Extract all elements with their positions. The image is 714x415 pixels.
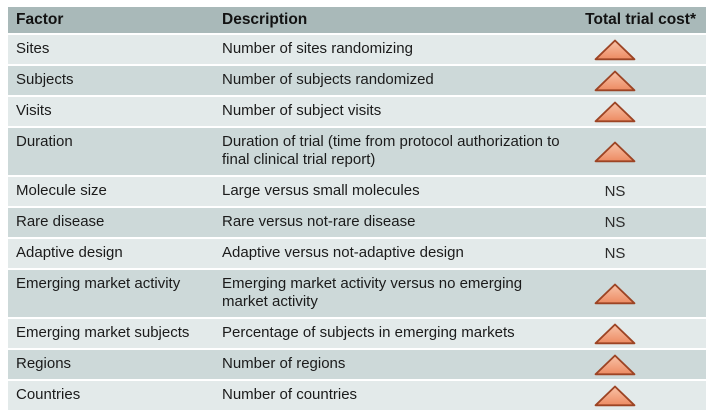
- table-row: Emerging market activity Emerging market…: [8, 270, 706, 317]
- not-significant-label: NS: [604, 182, 626, 200]
- column-header-factor: Factor: [16, 11, 64, 28]
- up-triangle-icon: [594, 101, 636, 122]
- factor-cell: Emerging market subjects: [16, 324, 190, 341]
- table-row: Molecule size Large versus small molecul…: [8, 177, 706, 206]
- factor-cell: Rare disease: [16, 213, 105, 230]
- factor-cell: Sites: [16, 40, 50, 57]
- cost-cell: NS: [572, 239, 706, 268]
- cost-cell: [572, 128, 706, 175]
- cost-cell: [572, 66, 706, 95]
- up-triangle-icon: [594, 70, 636, 91]
- description-cell: Duration of trial (time from protocol au…: [222, 133, 560, 168]
- description-cell: Number of subject visits: [222, 102, 382, 119]
- factor-cell: Subjects: [16, 71, 74, 88]
- table-row: Rare disease Rare versus not-rare diseas…: [8, 208, 706, 237]
- description-cell: Number of sites randomizing: [222, 40, 413, 57]
- factor-cell: Visits: [16, 102, 52, 119]
- factor-cell: Molecule size: [16, 182, 107, 199]
- table-row: Countries Number of countries: [8, 381, 706, 410]
- cost-cell: [572, 319, 706, 348]
- factor-cell: Countries: [16, 386, 81, 403]
- description-cell: Adaptive versus not-adaptive design: [222, 244, 464, 261]
- description-cell: Rare versus not-rare disease: [222, 213, 416, 230]
- up-triangle-icon: [594, 354, 636, 375]
- up-triangle-icon: [594, 323, 636, 344]
- table-row: Sites Number of sites randomizing: [8, 35, 706, 64]
- description-cell: Emerging market activity versus no emerg…: [222, 275, 523, 310]
- description-cell: Number of subjects randomized: [222, 71, 434, 88]
- cost-cell: [572, 350, 706, 379]
- table-row: Emerging market subjects Percentage of s…: [8, 319, 706, 348]
- column-header-total-trial-cost: Total trial cost*: [585, 11, 696, 28]
- cost-cell: NS: [572, 208, 706, 237]
- table-row: Visits Number of subject visits: [8, 97, 706, 126]
- trial-cost-factors-table: Factor Description Total trial cost* Sit…: [8, 7, 706, 412]
- description-cell: Number of countries: [222, 386, 358, 403]
- factor-cell: Emerging market activity: [16, 275, 181, 292]
- description-cell: Large versus small molecules: [222, 182, 420, 199]
- table-row: Subjects Number of subjects randomized: [8, 66, 706, 95]
- up-triangle-icon: [594, 39, 636, 60]
- cost-cell: [572, 35, 706, 64]
- cost-cell: [572, 270, 706, 317]
- column-header-description: Description: [222, 11, 308, 28]
- table-row: Regions Number of regions: [8, 350, 706, 379]
- cost-cell: [572, 97, 706, 126]
- cost-cell: [572, 381, 706, 410]
- table-row: Adaptive design Adaptive versus not-adap…: [8, 239, 706, 268]
- not-significant-label: NS: [604, 213, 626, 231]
- up-triangle-icon: [594, 283, 636, 304]
- factor-cell: Adaptive design: [16, 244, 123, 261]
- not-significant-label: NS: [604, 244, 626, 262]
- table-body: Sites Number of sites randomizing Subjec…: [8, 35, 706, 410]
- up-triangle-icon: [594, 385, 636, 406]
- factor-cell: Duration: [16, 133, 73, 150]
- description-cell: Number of regions: [222, 355, 346, 372]
- up-triangle-icon: [594, 141, 636, 162]
- description-cell: Percentage of subjects in emerging marke…: [222, 324, 515, 341]
- cost-cell: NS: [572, 177, 706, 206]
- table-header-row: Factor Description Total trial cost*: [8, 7, 706, 33]
- factor-cell: Regions: [16, 355, 72, 372]
- table-row: Duration Duration of trial (time from pr…: [8, 128, 706, 175]
